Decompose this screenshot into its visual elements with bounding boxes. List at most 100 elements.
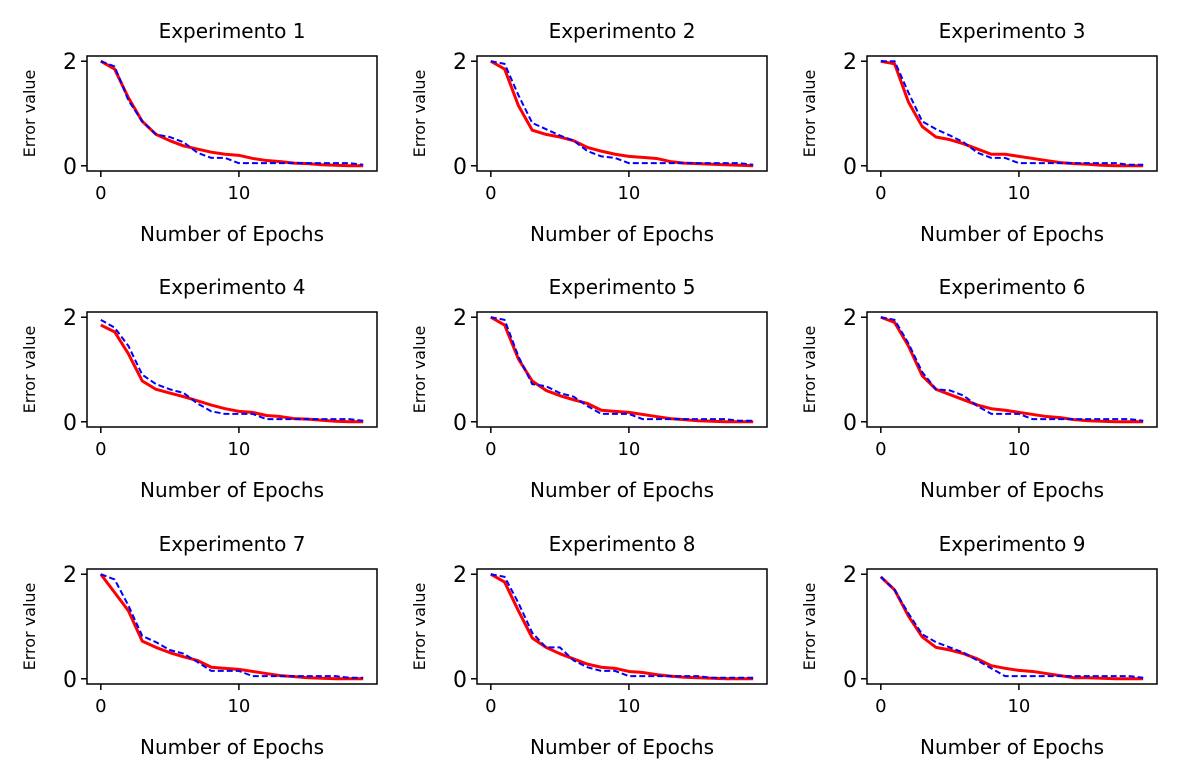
y-axis-label: Error value — [410, 70, 429, 158]
y-tick-label: 0 — [63, 155, 77, 180]
subplot-title: Experimento 3 — [939, 19, 1086, 43]
y-tick-label: 2 — [843, 306, 857, 331]
x-axis-label: Number of Epochs — [920, 735, 1104, 759]
subplot-title: Experimento 8 — [549, 532, 696, 556]
series-line-solid — [490, 315, 754, 424]
y-tick-label: 0 — [843, 668, 857, 693]
subplot-title: Experimento 9 — [939, 532, 1086, 556]
x-tick-label: 10 — [227, 439, 250, 460]
y-axis-label: Error value — [410, 583, 429, 671]
subplot-4: Experimento 4 0 10 0 2 Number of Epochs Error … — [20, 275, 378, 502]
x-tick-label: 10 — [617, 696, 640, 717]
x-axis-label: Number of Epochs — [140, 735, 324, 759]
subplot-7: Experimento 7 0 10 0 2 Number of Epochs Error … — [20, 532, 378, 759]
x-tick-label: 0 — [485, 183, 496, 204]
y-axis-label: Error value — [20, 70, 39, 158]
x-axis-label: Number of Epochs — [920, 222, 1104, 246]
axes-frame — [866, 55, 1158, 172]
x-axis-label: Number of Epochs — [920, 478, 1104, 502]
series-line-dashed — [100, 318, 364, 422]
x-tick-label: 0 — [485, 696, 496, 717]
subplot-5: Experimento 5 0 10 0 2 Number of Epochs Error … — [410, 275, 768, 502]
x-axis-label: Number of Epochs — [530, 735, 714, 759]
series-line-solid — [99, 573, 364, 681]
x-tick-label: 0 — [875, 183, 886, 204]
y-axis-label: Error value — [800, 583, 819, 671]
subplot-6: Experimento 6 0 10 0 2 Number of Epochs Error … — [800, 275, 1158, 502]
axes-frame — [476, 568, 768, 685]
subplot-1: Experimento 1 0 10 0 2 Number of Epochs Error … — [20, 19, 378, 246]
y-tick-label: 2 — [843, 50, 857, 75]
subplot-3: Experimento 3 0 10 0 2 Number of Epochs Error … — [800, 19, 1158, 246]
x-tick-label: 10 — [617, 183, 640, 204]
subplot-title: Experimento 4 — [159, 275, 306, 299]
subplot-title: Experimento 2 — [549, 19, 696, 43]
x-axis-label: Number of Epochs — [140, 478, 324, 502]
subplot-title: Experimento 7 — [159, 532, 306, 556]
x-tick-label: 10 — [227, 183, 250, 204]
series-line-solid — [490, 59, 754, 168]
series-line-dashed — [880, 576, 1144, 679]
y-tick-label: 0 — [453, 411, 467, 436]
x-tick-label: 10 — [227, 696, 250, 717]
subplot-8: Experimento 8 0 10 0 2 Number of Epochs Error … — [410, 532, 768, 759]
x-tick-label: 0 — [95, 439, 106, 460]
y-tick-label: 2 — [63, 306, 77, 331]
axes-frame — [866, 568, 1158, 685]
series-line-dashed — [100, 60, 364, 166]
y-tick-label: 0 — [453, 668, 467, 693]
y-tick-label: 0 — [63, 668, 77, 693]
y-tick-label: 2 — [453, 306, 467, 331]
y-tick-label: 2 — [453, 563, 467, 588]
series-line-solid — [880, 315, 1144, 424]
series-line-solid — [100, 59, 364, 168]
y-axis-label: Error value — [800, 70, 819, 158]
series-line-dashed — [100, 573, 364, 679]
y-tick-label: 0 — [453, 155, 467, 180]
y-axis-label: Error value — [800, 326, 819, 414]
axes-frame — [86, 311, 378, 428]
y-tick-label: 0 — [843, 155, 857, 180]
subplot-9: Experimento 9 0 10 0 2 Number of Epochs Error … — [800, 532, 1158, 759]
y-axis-label: Error value — [410, 326, 429, 414]
series-line-dashed — [490, 316, 754, 422]
y-tick-label: 0 — [63, 411, 77, 436]
x-axis-label: Number of Epochs — [140, 222, 324, 246]
series-line-solid — [490, 572, 754, 681]
y-tick-label: 2 — [453, 50, 467, 75]
x-tick-label: 10 — [1007, 183, 1030, 204]
x-tick-label: 0 — [95, 183, 106, 204]
series-line-dashed — [490, 573, 754, 679]
y-tick-label: 2 — [843, 563, 857, 588]
x-tick-label: 10 — [617, 439, 640, 460]
x-axis-label: Number of Epochs — [530, 478, 714, 502]
series-line-solid — [879, 575, 1144, 681]
y-tick-label: 2 — [63, 50, 77, 75]
x-tick-label: 0 — [95, 696, 106, 717]
series-line-solid — [100, 323, 364, 424]
subplot-title: Experimento 6 — [939, 275, 1086, 299]
series-line-dashed — [880, 60, 1144, 166]
axes-frame — [86, 55, 378, 172]
axes-frame — [476, 55, 768, 172]
y-tick-label: 2 — [63, 563, 77, 588]
series-line-dashed — [880, 316, 1144, 422]
subplot-title: Experimento 5 — [549, 275, 696, 299]
series-line-solid — [880, 59, 1144, 168]
axes-frame — [866, 311, 1158, 428]
x-tick-label: 10 — [1007, 439, 1030, 460]
axes-frame — [476, 311, 768, 428]
x-tick-label: 0 — [875, 439, 886, 460]
axes-frame — [86, 568, 378, 685]
x-tick-label: 0 — [875, 696, 886, 717]
x-axis-label: Number of Epochs — [530, 222, 714, 246]
y-axis-label: Error value — [20, 326, 39, 414]
series-line-dashed — [490, 60, 754, 166]
y-tick-label: 0 — [843, 411, 857, 436]
x-tick-label: 0 — [485, 439, 496, 460]
x-tick-label: 10 — [1007, 696, 1030, 717]
y-axis-label: Error value — [20, 583, 39, 671]
subplot-title: Experimento 1 — [159, 19, 306, 43]
